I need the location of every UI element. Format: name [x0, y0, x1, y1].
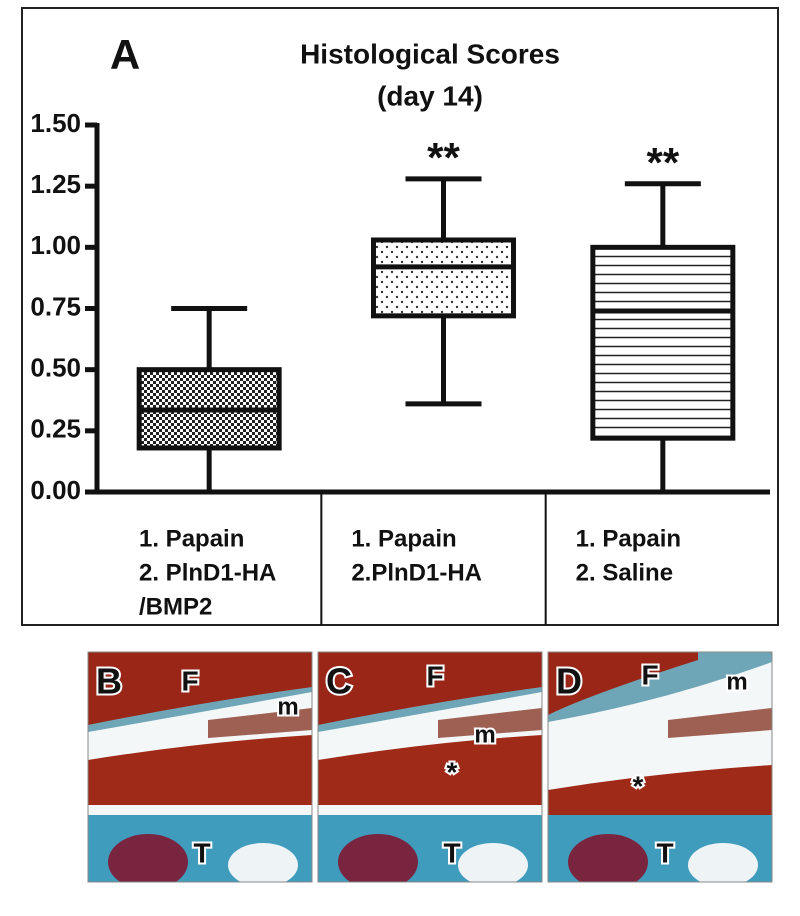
image-annotation: T: [193, 837, 210, 868]
image-annotation: *: [447, 756, 458, 787]
x-category-label: 1. Papain: [139, 525, 244, 552]
histology-image: [318, 652, 542, 882]
marrow: [108, 834, 188, 882]
marrow: [688, 843, 758, 882]
y-tick-label: 1.25: [30, 169, 81, 199]
marrow: [568, 834, 648, 882]
image-frame: [87, 651, 313, 883]
chart-title: Histological Scores: [300, 38, 560, 69]
x-category-label: /BMP2: [139, 593, 212, 620]
image-frame: [547, 651, 773, 883]
femur-cartilage: [548, 652, 698, 715]
image-annotation: m: [474, 721, 495, 748]
significance: **: [646, 139, 679, 186]
significance: **: [427, 134, 460, 181]
tibia-cartilage: [88, 735, 312, 805]
x-category-label: 2.PlnD1-HA: [351, 559, 482, 586]
marrow: [338, 834, 418, 882]
femur-cartilage: [88, 652, 312, 725]
histology-image: [88, 652, 312, 882]
image-label: D: [556, 661, 582, 702]
x-category-label: 2. Saline: [576, 559, 673, 586]
image-annotation: m: [726, 668, 747, 695]
chart-subtitle: (day 14): [377, 80, 483, 111]
y-tick-label: 0.00: [30, 475, 81, 505]
image-annotation: F: [426, 660, 443, 691]
y-tick-label: 1.50: [30, 108, 81, 138]
y-tick-label: 0.75: [30, 291, 81, 321]
meniscus: [208, 708, 312, 738]
box: [371, 237, 516, 319]
meniscus: [438, 708, 542, 738]
panel-label: A: [110, 31, 140, 78]
image-annotation: T: [443, 837, 460, 868]
image-annotation: F: [641, 659, 658, 690]
y-tick-label: 0.25: [30, 414, 81, 444]
femur-cartilage: [318, 652, 542, 725]
x-category-label: 1. Papain: [351, 525, 456, 552]
x-category-label: 1. Papain: [576, 525, 681, 552]
marrow: [228, 843, 298, 882]
tibia-cartilage: [318, 735, 542, 805]
image-annotation: T: [656, 837, 673, 868]
image-label: B: [96, 661, 122, 702]
image-annotation: *: [633, 770, 644, 801]
image-label: C: [326, 661, 352, 702]
marrow: [458, 843, 528, 882]
panel-frame: [21, 7, 779, 626]
plot: 0.00 0.25 0.50 0.75 1.00 1.25 1.50 1. Papain 2. …: [30, 108, 770, 625]
box: [590, 244, 736, 441]
meniscus: [668, 708, 772, 738]
image-frame: [317, 651, 543, 883]
y-tick-label: 1.00: [30, 230, 81, 260]
y-tick-label: 0.50: [30, 353, 81, 383]
histology-image: [548, 652, 772, 882]
image-annotation: m: [277, 693, 298, 720]
x-category-label: 2. PlnD1-HA: [139, 559, 276, 586]
image-annotation: F: [181, 665, 198, 696]
